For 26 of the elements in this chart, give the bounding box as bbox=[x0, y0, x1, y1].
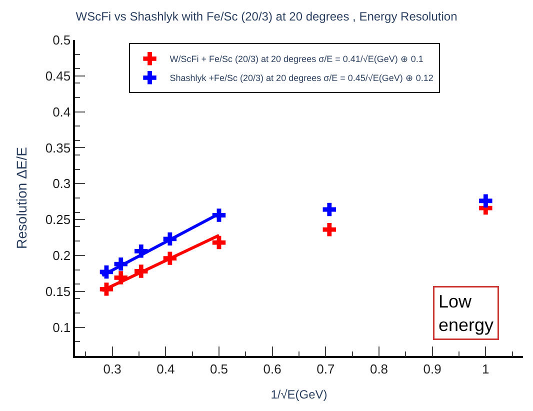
legend-label: Shashlyk +Fe/Sc (20/3) at 20 degrees σ/E = 0.45/√E(GeV) ⊕ 0.12 bbox=[170, 73, 434, 84]
y-tick-label: 0.2 bbox=[52, 248, 71, 263]
x-tick-label: 0.3 bbox=[103, 361, 122, 376]
x-tick-label: 0.8 bbox=[370, 361, 388, 376]
x-tick-label: 0.9 bbox=[423, 361, 442, 376]
point bbox=[322, 202, 336, 216]
x-tick-label: 1 bbox=[482, 361, 490, 376]
y-tick-label: 0.1 bbox=[52, 320, 71, 335]
point bbox=[322, 223, 336, 236]
y-tick-label: 0.5 bbox=[52, 32, 71, 48]
annotation: Low energy bbox=[438, 292, 494, 335]
x-tick-label: 0.4 bbox=[156, 361, 175, 376]
legend-label: W/ScFi + Fe/Sc (20/3) at 20 degrees σ/E = 0.41/√E(GeV) ⊕ 0.1 bbox=[170, 54, 424, 64]
x-tick-label: 0.7 bbox=[316, 361, 335, 376]
y-tick-label: 0.15 bbox=[45, 284, 71, 299]
y-axis-title: Resolution ΔE/E bbox=[13, 147, 30, 249]
point bbox=[479, 194, 492, 208]
y-tick-label: 0.25 bbox=[45, 212, 71, 228]
chart-title: WScFi vs Shashlyk with Fe/Sc (20/3) at 20 degrees , Energy Resolution bbox=[76, 10, 458, 24]
y-tick-label: 0.45 bbox=[45, 68, 71, 84]
x-tick-label: 0.6 bbox=[263, 361, 282, 376]
x-axis-title: 1/√E(GeV) bbox=[270, 388, 328, 402]
x-tick-label: 0.5 bbox=[210, 361, 228, 376]
y-tick-label: 0.35 bbox=[45, 140, 71, 156]
y-tick-label: 0.3 bbox=[52, 176, 71, 192]
y-tick-label: 0.4 bbox=[52, 104, 71, 120]
